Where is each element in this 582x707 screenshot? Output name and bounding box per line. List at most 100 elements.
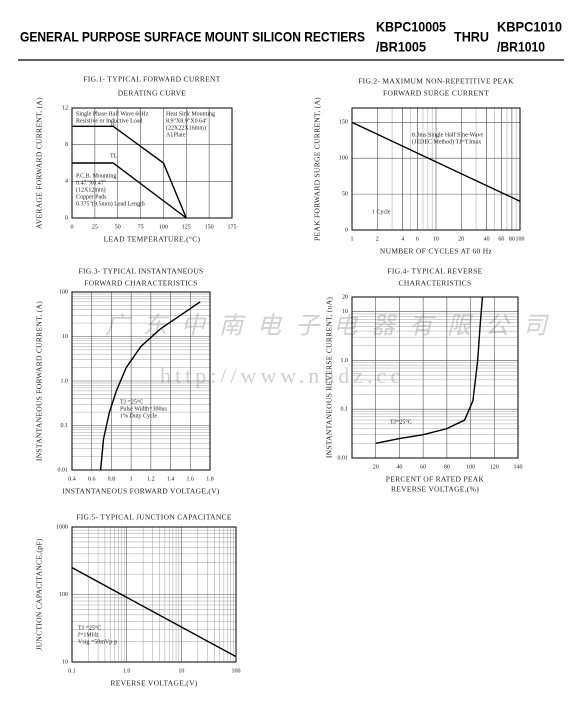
x-tick-label: 140 [514,464,523,470]
x-tick-label: 60 [420,464,426,470]
y-tick-label: 20 [342,294,348,300]
series-line [72,125,187,219]
annotation: 8.3ms Single Half Sine-Wave [412,131,484,138]
y-tick-label: 4 [65,179,68,185]
y-tick-label: 100 [339,156,348,162]
annotation: 8.9"X8.9"X0.64" [166,118,208,124]
y-tick-label: 100 [59,592,68,598]
x-tick-label: 1 [130,476,133,482]
y-axis-label: AVERAGE FORWARD CURRENT, (A) [35,97,44,229]
annotation: f=1MHz [78,631,99,638]
annotation: (12X12mm) [76,186,106,193]
y-tick-label: 0 [65,215,68,221]
x-axis-label: REVERSE VOLTAGE,(%) [391,485,479,494]
annotation: 1 Cycle [372,209,391,215]
x-tick-label: 10 [178,668,184,674]
x-tick-label: 4 [401,236,404,242]
annotation: P.C.B. Mounting [76,173,116,179]
watermark-url: http://www.nndz.cc [160,363,404,388]
part-to: /BR1010 [497,39,545,55]
annotation: Pulse Width=300us [120,406,168,412]
x-tick-label: 75 [138,224,144,230]
chart-title: FIG.5- TYPICAL JUNCTION CAPACITANCE [76,513,232,522]
x-tick-label: 80 [444,464,450,470]
y-axis-label: JUNCTION CAPACITANCE,(pF) [35,538,44,650]
series-label: Tc [110,121,116,127]
x-tick-label: 50 [115,224,121,230]
y-tick-label: 1000 [56,524,68,530]
x-tick-label: 2 [376,236,379,242]
y-tick-label: 8 [65,142,68,148]
annotation: TJ=25°C [390,418,412,425]
x-tick-label: 175 [228,224,237,230]
x-tick-label: 1.8 [206,476,214,482]
x-tick-label: 6 [416,236,419,242]
x-axis-label: NUMBER OF CYCLES AT 60 Hz [380,247,493,256]
chart-title: FORWARD CHARACTERISTICS [84,279,197,288]
series-line [99,301,201,471]
chart-title: FIG.3- TYPICAL INSTANTANEOUS [79,267,204,276]
x-tick-label: 1.0 [123,668,131,674]
part-from: KBPC10005 [376,19,446,35]
chart-title: FIG.4- TYPICAL REVERSE [387,267,482,276]
y-tick-label: 1.0 [61,378,69,384]
y-tick-label: 0.1 [61,423,69,429]
annotation: TJ =25°C [120,398,143,405]
annotation: (22X22X16mm) [166,124,206,131]
x-tick-label: 40 [484,236,490,242]
y-tick-label: 50 [342,191,348,197]
x-tick-label: 20 [458,236,464,242]
y-tick-label: 1.0 [341,358,349,364]
annotation: Resistive or Inductive Load [76,118,142,124]
y-tick-label: 10 [62,334,68,340]
y-tick-label: 100 [59,289,68,295]
series-line [351,121,521,202]
y-tick-label: 150 [339,120,348,126]
annotation: Vsig =50mVp-p [78,639,117,645]
x-tick-label: 1 [351,236,354,242]
thru: THRU [454,29,489,45]
chart-title: FIG.1- TYPICAL FORWARD CURRENT [83,75,220,84]
y-tick-label: 10 [342,309,348,315]
x-axis-label: REVERSE VOLTAGE,(V) [110,679,197,688]
chart-title: CHARACTERISTICS [399,279,472,288]
x-tick-label: 120 [490,464,499,470]
series-line [71,567,237,658]
x-tick-label: 0.1 [68,668,76,674]
x-tick-label: 0.8 [108,476,116,482]
plot-frame [71,526,237,663]
y-axis-label: PEAK FORWARD SURGE CURRENT, (A) [313,97,322,241]
x-tick-label: 100 [516,236,525,242]
x-tick-label: 20 [373,464,379,470]
header-title: GENERAL PURPOSE SURFACE MOUNT SILICON RE… [20,29,365,45]
chart-title: DERATING CURVE [118,89,187,98]
x-tick-label: 25 [92,224,98,230]
x-tick-label: 0.6 [88,476,96,482]
y-axis-label: INSTANTANEOUS FORWARD CURRENT, (A) [35,301,44,461]
chart-title: FORWARD SURGE CURRENT [383,89,489,98]
series-label: TL [110,153,118,159]
chart-title: FIG.2- MAXIMUM NON-REPETITIVE PEAK [358,77,514,86]
x-tick-label: 1.2 [147,476,155,482]
series-line [375,296,484,445]
y-tick-label: 0.1 [341,407,349,413]
part-to: KBPC1010 [497,19,562,35]
plot-frame [71,291,211,471]
x-tick-label: 10 [433,236,439,242]
annotation: Heat Sink Mounting [166,111,215,117]
annotation: Al.Plate [166,132,186,138]
plot-frame [351,107,521,231]
x-axis-label: PERCENT OF RATED PEAK [386,475,485,484]
annotation: 0.375"(9.5mm) Lead Length [76,200,145,207]
x-axis-label: INSTANTANEOUS FORWARD VOLTAGE,(V) [62,487,220,496]
plot-frame [351,296,519,459]
x-tick-label: 150 [205,224,214,230]
y-tick-label: 0.01 [338,455,349,461]
x-tick-label: 100 [466,464,475,470]
x-tick-label: 100 [232,668,241,674]
x-tick-label: 0.4 [68,476,76,482]
x-tick-label: 60 [498,236,504,242]
annotation: (JEDEC Method) TJ=TJmax [412,138,481,145]
y-tick-label: 0 [345,227,348,233]
